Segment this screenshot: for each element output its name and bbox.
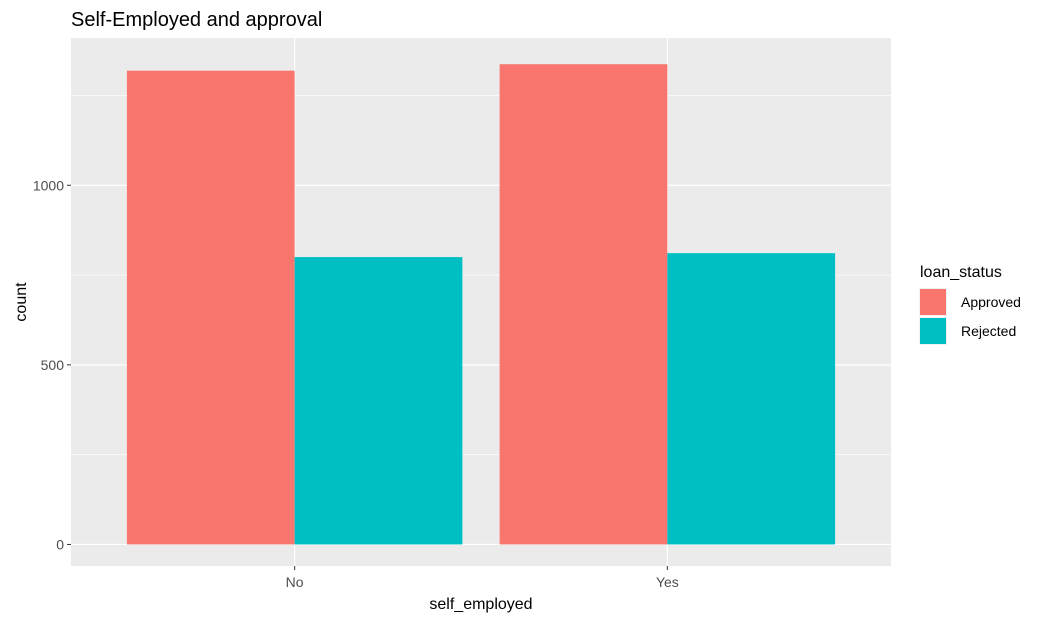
- bar-approved-no: [126, 70, 295, 545]
- x-tick-label: No: [286, 574, 304, 590]
- x-axis-title: self_employed: [429, 596, 532, 613]
- legend-key-approved: [920, 289, 946, 315]
- legend: loan_status Approved Rejected: [919, 264, 1021, 345]
- x-tick-label: Yes: [656, 574, 679, 590]
- x-axis-ticks: No Yes: [286, 566, 679, 590]
- y-axis-title: count: [13, 282, 30, 322]
- bars: [126, 64, 836, 545]
- bar-rejected-no: [294, 257, 463, 545]
- bar-rejected-yes: [667, 253, 836, 545]
- legend-title: loan_status: [920, 264, 1002, 281]
- legend-label-rejected: Rejected: [961, 323, 1016, 339]
- y-tick-label: 0: [56, 536, 64, 552]
- y-axis-ticks: 0 500 1000: [33, 177, 71, 552]
- legend-label-approved: Approved: [961, 294, 1021, 310]
- chart-title: Self-Employed and approval: [71, 9, 322, 31]
- y-tick-label: 1000: [33, 177, 64, 193]
- legend-key-rejected: [920, 318, 946, 344]
- y-tick-label: 500: [41, 357, 65, 373]
- bar-approved-yes: [499, 64, 668, 545]
